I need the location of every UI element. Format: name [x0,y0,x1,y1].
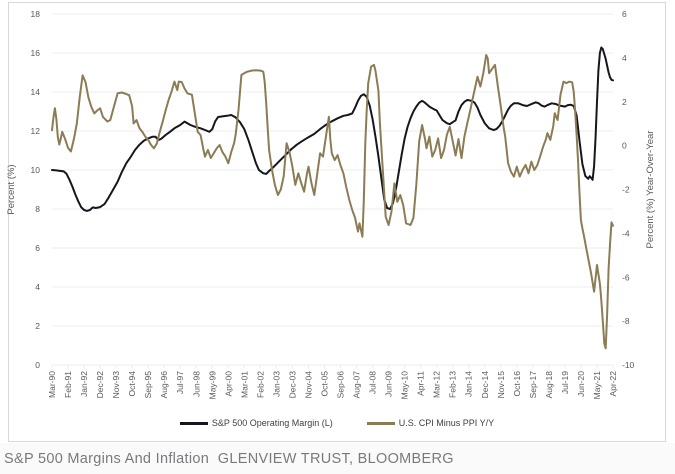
legend-label-cpi-ppi: U.S. CPI Minus PPI Y/Y [398,418,495,428]
chart-caption: S&P 500 Margins And Inflation GLENVIEW T… [0,451,454,467]
legend-item-cpi-ppi: U.S. CPI Minus PPI Y/Y [366,418,495,428]
svg-text:Jul-08: Jul-08 [368,371,378,394]
svg-text:May-99: May-99 [207,371,217,400]
svg-text:6: 6 [35,243,40,253]
svg-text:Aug-07: Aug-07 [352,371,362,399]
caption-spacer [209,451,218,467]
svg-text:Dec-03: Dec-03 [287,371,297,399]
svg-text:2: 2 [622,97,627,107]
svg-text:Feb-02: Feb-02 [255,371,265,398]
svg-text:-4: -4 [622,228,630,238]
svg-text:Nov-04: Nov-04 [303,371,313,399]
svg-text:16: 16 [31,48,41,58]
svg-text:4: 4 [35,282,40,292]
svg-text:2: 2 [35,321,40,331]
svg-text:Nov-93: Nov-93 [111,371,121,399]
chart-legend: S&P 500 Operating Margin (L) U.S. CPI Mi… [9,418,665,428]
series-line-1 [51,54,614,350]
cpi-ppi-line-swatch [366,421,395,425]
svg-text:6: 6 [622,9,627,19]
chart-canvas: 0 2 4 6 8 10 12 14 16 18 -10 -8 -6 -4 -2 0 2 4 6 Mar-90 Feb-… [6,9,656,400]
svg-text:Jun-98: Jun-98 [191,371,201,397]
svg-text:Apr-22: Apr-22 [608,371,618,397]
svg-text:Oct-94: Oct-94 [127,371,137,397]
svg-text:Aug-96: Aug-96 [159,371,169,399]
svg-text:-6: -6 [622,272,630,282]
svg-text:18: 18 [31,9,41,19]
svg-text:Oct-05: Oct-05 [319,371,329,397]
svg-text:Sep-95: Sep-95 [143,371,153,399]
svg-text:Apr-11: Apr-11 [416,371,426,396]
series-line-0 [51,46,614,212]
svg-text:0: 0 [35,360,40,370]
svg-text:10: 10 [31,165,41,175]
svg-text:Dec-92: Dec-92 [95,371,105,399]
svg-text:Apr-00: Apr-00 [223,371,233,397]
svg-text:Feb-91: Feb-91 [63,371,73,398]
svg-text:Jun-09: Jun-09 [384,371,394,397]
svg-text:8: 8 [35,204,40,214]
chart-card: 0 2 4 6 8 10 12 14 16 18 -10 -8 -6 -4 -2 0 2 4 6 Mar-90 Feb-… [6,2,666,442]
svg-text:May-10: May-10 [400,371,410,400]
caption-source: GLENVIEW TRUST, BLOOMBERG [217,450,454,467]
svg-text:Mar-01: Mar-01 [239,371,249,398]
svg-text:May-21: May-21 [592,371,602,400]
svg-text:Nov-15: Nov-15 [496,371,506,399]
svg-text:Jun-20: Jun-20 [576,371,586,397]
legend-item-operating-margin: S&P 500 Operating Margin (L) [179,418,333,428]
svg-text:Feb-13: Feb-13 [448,371,458,398]
svg-text:Percent (%) Year-Over-Year: Percent (%) Year-Over-Year [645,131,656,249]
svg-text:Dec-14: Dec-14 [480,371,490,399]
svg-text:-8: -8 [622,316,630,326]
svg-text:Sep-17: Sep-17 [528,371,538,399]
svg-text:-2: -2 [622,185,630,195]
operating-margin-line-swatch [179,421,208,425]
caption-title: S&P 500 Margins And Inflation [4,450,210,467]
svg-text:Mar-12: Mar-12 [432,371,442,398]
svg-text:-10: -10 [622,360,635,370]
svg-text:Sep-06: Sep-06 [336,371,346,399]
caption-bar: S&P 500 Margins And Inflation GLENVIEW T… [0,443,675,474]
svg-text:Aug-18: Aug-18 [544,371,554,399]
svg-text:0: 0 [622,141,627,151]
svg-text:Percent (%): Percent (%) [6,164,17,214]
svg-text:Jul-19: Jul-19 [560,371,570,394]
svg-text:Oct-16: Oct-16 [512,371,522,397]
svg-text:Jan-03: Jan-03 [271,371,281,397]
svg-text:Jan-92: Jan-92 [79,371,89,397]
legend-label-operating-margin: S&P 500 Operating Margin (L) [211,418,333,428]
svg-text:12: 12 [31,126,41,136]
svg-text:Mar-90: Mar-90 [47,371,57,398]
svg-text:Jul-97: Jul-97 [175,371,185,394]
svg-text:14: 14 [31,87,41,97]
svg-text:4: 4 [622,53,627,63]
svg-text:Jan-14: Jan-14 [464,371,474,397]
